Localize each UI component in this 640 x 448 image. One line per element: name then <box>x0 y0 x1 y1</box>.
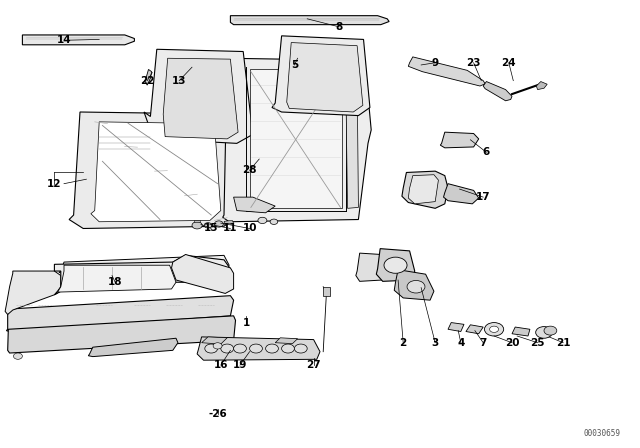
Text: 2: 2 <box>399 338 407 348</box>
Polygon shape <box>356 253 384 281</box>
Polygon shape <box>402 171 448 208</box>
Text: 10: 10 <box>243 224 257 233</box>
Circle shape <box>536 327 552 338</box>
Circle shape <box>205 344 218 353</box>
Circle shape <box>484 323 504 336</box>
Text: 19: 19 <box>233 360 247 370</box>
Text: 7: 7 <box>479 338 487 348</box>
Circle shape <box>294 344 307 353</box>
Text: -26: -26 <box>208 409 227 419</box>
Polygon shape <box>287 43 363 112</box>
Polygon shape <box>69 112 240 228</box>
Circle shape <box>258 217 267 224</box>
Polygon shape <box>172 254 234 293</box>
Text: 1: 1 <box>243 318 250 327</box>
Circle shape <box>266 344 278 353</box>
Circle shape <box>13 353 22 359</box>
Polygon shape <box>440 132 479 148</box>
Text: 17: 17 <box>476 192 490 202</box>
Polygon shape <box>5 271 61 314</box>
Circle shape <box>544 326 557 335</box>
Polygon shape <box>58 265 176 292</box>
Text: 5: 5 <box>291 60 298 70</box>
Polygon shape <box>234 197 275 213</box>
Polygon shape <box>197 337 320 360</box>
Polygon shape <box>448 323 464 332</box>
Text: 27: 27 <box>307 360 321 370</box>
Polygon shape <box>144 49 253 143</box>
Polygon shape <box>275 338 298 344</box>
Circle shape <box>250 344 262 353</box>
Circle shape <box>282 344 294 353</box>
Polygon shape <box>6 296 234 332</box>
Polygon shape <box>536 82 547 90</box>
Circle shape <box>192 222 202 229</box>
Polygon shape <box>466 325 483 334</box>
Circle shape <box>384 257 407 273</box>
Text: 23: 23 <box>467 58 481 68</box>
Polygon shape <box>8 316 236 353</box>
Text: 4: 4 <box>457 338 465 348</box>
Circle shape <box>234 344 246 353</box>
Circle shape <box>213 343 222 349</box>
Text: 18: 18 <box>108 277 122 287</box>
Polygon shape <box>394 270 434 300</box>
Polygon shape <box>194 220 200 222</box>
Circle shape <box>204 223 212 228</box>
Text: 9: 9 <box>431 58 439 68</box>
Polygon shape <box>230 16 389 25</box>
Polygon shape <box>250 69 342 208</box>
Text: 16: 16 <box>214 360 228 370</box>
Text: 20: 20 <box>505 338 519 348</box>
Circle shape <box>214 221 223 227</box>
Text: 00030659: 00030659 <box>584 429 621 438</box>
Polygon shape <box>346 69 358 208</box>
Polygon shape <box>91 122 221 222</box>
Polygon shape <box>202 337 227 344</box>
Polygon shape <box>22 35 134 45</box>
Polygon shape <box>512 327 530 336</box>
Polygon shape <box>59 255 229 274</box>
Polygon shape <box>323 287 330 296</box>
Polygon shape <box>408 175 438 204</box>
Polygon shape <box>88 338 178 357</box>
Text: 8: 8 <box>335 22 343 32</box>
Text: 11: 11 <box>223 224 237 233</box>
Polygon shape <box>444 184 479 204</box>
Text: 22: 22 <box>140 76 154 86</box>
Text: 14: 14 <box>57 35 71 45</box>
Circle shape <box>270 219 278 224</box>
Text: 24: 24 <box>502 58 516 68</box>
Circle shape <box>407 280 425 293</box>
Polygon shape <box>224 220 234 224</box>
Polygon shape <box>145 69 152 85</box>
Text: 13: 13 <box>172 76 186 86</box>
Text: 25: 25 <box>531 338 545 348</box>
Polygon shape <box>163 58 238 139</box>
Polygon shape <box>272 36 370 116</box>
Polygon shape <box>408 57 485 86</box>
Text: 15: 15 <box>204 224 218 233</box>
Circle shape <box>490 326 499 332</box>
Polygon shape <box>483 82 512 101</box>
Text: 28: 28 <box>243 165 257 175</box>
Text: 6: 6 <box>483 147 490 157</box>
Text: 3: 3 <box>431 338 439 348</box>
Circle shape <box>221 344 234 353</box>
Polygon shape <box>54 255 230 295</box>
Text: 21: 21 <box>556 338 570 348</box>
Text: 12: 12 <box>47 179 61 189</box>
Polygon shape <box>376 249 415 281</box>
Polygon shape <box>223 58 371 222</box>
